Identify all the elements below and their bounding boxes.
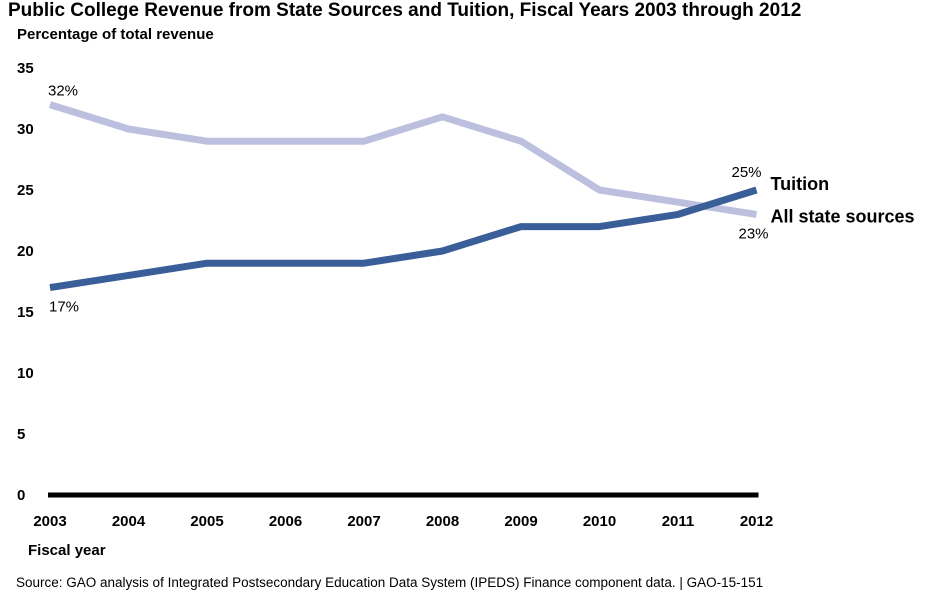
series-line-tuition: [49, 186, 758, 292]
data-label-tuition-end: 25%: [731, 164, 761, 181]
y-tick-label-10: 10: [17, 365, 34, 382]
y-axis-ticks: 0 5 10 15 20 25 30 35: [17, 60, 34, 504]
data-label-all-state-sources-start: 32%: [48, 83, 78, 100]
x-axis-title: Fiscal year: [28, 542, 106, 559]
y-tick-label-25: 25: [17, 182, 34, 199]
y-tick-label-20: 20: [17, 243, 34, 260]
y-axis-title: Percentage of total revenue: [17, 26, 214, 43]
series-label-tuition: Tuition: [771, 174, 830, 194]
x-tick-label-2006: 2006: [269, 513, 302, 530]
x-tick-label-2009: 2009: [504, 513, 537, 530]
x-tick-label-2003: 2003: [33, 513, 66, 530]
x-tick-label-2004: 2004: [112, 513, 146, 530]
data-label-all-state-sources-end: 23%: [738, 225, 768, 242]
x-tick-label-2005: 2005: [190, 513, 223, 530]
x-tick-label-2010: 2010: [583, 513, 616, 530]
source-note: Source: GAO analysis of Integrated Posts…: [16, 575, 764, 590]
y-tick-label-35: 35: [17, 60, 34, 77]
line-chart: Percentage of total revenue Fiscal year …: [17, 26, 915, 559]
x-axis-ticks: 2003 2004 2005 2006 2007 2008 2009 2010 2011 2012: [33, 513, 773, 530]
series-label-all-state-sources: All state sources: [771, 206, 915, 226]
chart-title: Public College Revenue from State Source…: [8, 0, 802, 21]
y-tick-label-0: 0: [17, 487, 25, 504]
series-line-all-state-sources: [48, 101, 758, 218]
series-group: 32% 23%All state sources 17% 25% Tuition: [48, 83, 915, 316]
y-tick-label-5: 5: [17, 426, 25, 443]
x-tick-label-2008: 2008: [426, 513, 459, 530]
y-tick-label-30: 30: [17, 121, 34, 138]
x-tick-label-2007: 2007: [347, 513, 380, 530]
x-tick-label-2012: 2012: [740, 513, 773, 530]
x-tick-label-2011: 2011: [662, 513, 695, 530]
y-tick-label-15: 15: [17, 304, 34, 321]
data-label-tuition-start: 17%: [49, 299, 79, 316]
